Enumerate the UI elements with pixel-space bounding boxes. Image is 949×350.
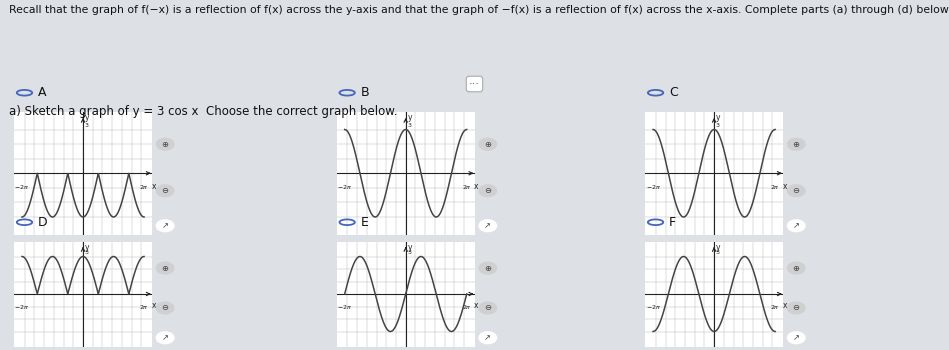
- Text: $-2\pi$: $-2\pi$: [337, 303, 352, 311]
- Text: ⊕: ⊕: [484, 264, 492, 273]
- Text: ↗: ↗: [484, 221, 492, 230]
- Text: ⊕: ⊕: [161, 140, 169, 149]
- Text: E: E: [361, 216, 368, 229]
- Text: $2\pi$: $2\pi$: [140, 303, 149, 311]
- Text: $-2\pi$: $-2\pi$: [14, 303, 29, 311]
- Text: ↗: ↗: [161, 333, 169, 342]
- Text: ⊕: ⊕: [792, 140, 800, 149]
- Text: ···: ···: [469, 79, 480, 89]
- Text: $2\pi$: $2\pi$: [462, 183, 472, 191]
- Circle shape: [157, 262, 174, 274]
- Text: x: x: [782, 182, 787, 191]
- Text: B: B: [361, 86, 369, 99]
- Text: C: C: [669, 86, 678, 99]
- Text: x: x: [782, 301, 787, 310]
- Circle shape: [157, 220, 174, 232]
- Text: $-2\pi$: $-2\pi$: [645, 303, 661, 311]
- Text: x: x: [474, 301, 478, 310]
- Text: x: x: [474, 182, 478, 191]
- Text: 3: 3: [407, 250, 411, 255]
- Circle shape: [479, 185, 496, 197]
- Text: ⊖: ⊖: [792, 186, 800, 195]
- Text: ↗: ↗: [792, 333, 800, 342]
- Text: 3: 3: [407, 123, 411, 128]
- Circle shape: [479, 262, 496, 274]
- Text: 3: 3: [84, 250, 88, 255]
- Text: Recall that the graph of f(−x) is a reflection of f(x) across the y-axis and tha: Recall that the graph of f(−x) is a refl…: [9, 5, 949, 15]
- Circle shape: [479, 302, 496, 314]
- Text: x: x: [151, 182, 156, 191]
- Text: y: y: [407, 113, 412, 122]
- Text: ⊖: ⊖: [484, 186, 492, 195]
- Text: ⊕: ⊕: [484, 140, 492, 149]
- Text: x: x: [151, 301, 156, 310]
- Text: y: y: [84, 113, 89, 122]
- Circle shape: [788, 262, 805, 274]
- Text: y: y: [84, 243, 89, 252]
- Text: D: D: [38, 216, 47, 229]
- Text: ⊖: ⊖: [161, 303, 169, 313]
- Circle shape: [157, 185, 174, 197]
- Circle shape: [157, 332, 174, 344]
- Text: 3: 3: [84, 123, 88, 128]
- Text: F: F: [669, 216, 677, 229]
- Text: ⊖: ⊖: [484, 303, 492, 313]
- Text: 3: 3: [716, 123, 719, 128]
- Text: $-2\pi$: $-2\pi$: [14, 183, 29, 191]
- Text: ↗: ↗: [792, 221, 800, 230]
- Text: $2\pi$: $2\pi$: [771, 183, 780, 191]
- Circle shape: [788, 302, 805, 314]
- Text: ↗: ↗: [161, 221, 169, 230]
- Circle shape: [479, 220, 496, 232]
- Circle shape: [788, 138, 805, 150]
- Circle shape: [788, 220, 805, 232]
- Text: $2\pi$: $2\pi$: [771, 303, 780, 311]
- Text: $2\pi$: $2\pi$: [462, 303, 472, 311]
- Text: y: y: [716, 113, 720, 122]
- Circle shape: [157, 138, 174, 150]
- Text: ⊖: ⊖: [161, 186, 169, 195]
- Text: $-2\pi$: $-2\pi$: [337, 183, 352, 191]
- Text: y: y: [716, 243, 720, 252]
- Text: a) Sketch a graph of y = 3 cos x  Choose the correct graph below.: a) Sketch a graph of y = 3 cos x Choose …: [9, 105, 398, 118]
- Circle shape: [479, 332, 496, 344]
- Text: A: A: [38, 86, 47, 99]
- Circle shape: [479, 138, 496, 150]
- Circle shape: [788, 185, 805, 197]
- Circle shape: [157, 302, 174, 314]
- Text: y: y: [407, 243, 412, 252]
- Text: ⊕: ⊕: [792, 264, 800, 273]
- Text: ⊖: ⊖: [792, 303, 800, 313]
- Text: $-2\pi$: $-2\pi$: [645, 183, 661, 191]
- Text: 3: 3: [716, 250, 719, 255]
- Text: ⊕: ⊕: [161, 264, 169, 273]
- Text: ↗: ↗: [484, 333, 492, 342]
- Circle shape: [788, 332, 805, 344]
- Text: $2\pi$: $2\pi$: [140, 183, 149, 191]
